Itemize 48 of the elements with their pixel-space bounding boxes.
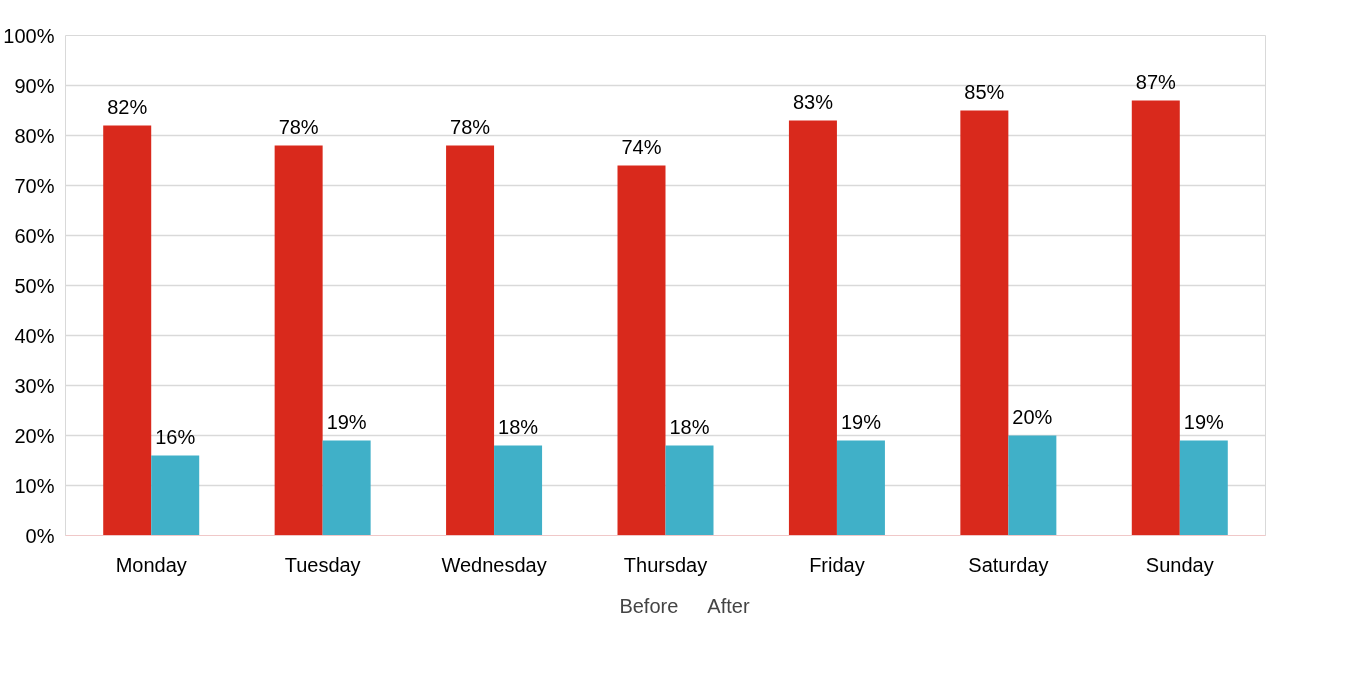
y-tick-label: 50% xyxy=(14,274,55,297)
data-label: 20% xyxy=(1012,405,1053,428)
data-label: 78% xyxy=(450,115,491,138)
y-tick-label: 70% xyxy=(14,174,55,197)
bar xyxy=(151,455,200,536)
x-tick-label: Tuesday xyxy=(284,553,361,576)
data-label: 74% xyxy=(621,135,662,158)
bar xyxy=(1179,440,1228,536)
data-label: 87% xyxy=(1135,70,1177,93)
x-tick-label: Thursday xyxy=(623,553,708,576)
text: Before xyxy=(619,594,679,617)
y-tick-label: 40% xyxy=(14,324,55,347)
data-label: 18% xyxy=(498,415,539,438)
bar xyxy=(788,120,837,536)
x-tick-label: Friday xyxy=(809,553,865,576)
data-label: 18% xyxy=(669,415,710,438)
text: After xyxy=(707,594,750,617)
x-tick-label: Monday xyxy=(115,553,187,576)
y-tick-label: 20% xyxy=(14,424,55,447)
data-label: 78% xyxy=(278,115,319,138)
data-label: 82% xyxy=(107,95,148,118)
data-label: 19% xyxy=(840,410,882,433)
bar xyxy=(617,165,666,536)
bar xyxy=(836,440,885,536)
y-tick-label: 90% xyxy=(14,74,55,97)
y-tick-label: 10% xyxy=(14,474,55,497)
bar xyxy=(1131,100,1180,536)
y-tick-label: 0% xyxy=(25,524,55,547)
y-tick-label: 80% xyxy=(14,124,55,147)
data-label: 19% xyxy=(1183,410,1225,433)
data-label: 19% xyxy=(326,410,367,433)
bar xyxy=(322,440,371,536)
bar xyxy=(103,125,152,536)
x-tick-label: Wednesday xyxy=(441,553,547,576)
bar xyxy=(1008,435,1057,536)
data-label: 16% xyxy=(155,425,196,448)
bar xyxy=(446,145,495,536)
y-tick-label: 30% xyxy=(14,374,55,397)
x-tick-label: Sunday xyxy=(1145,553,1214,576)
bar xyxy=(960,110,1009,536)
data-label: 83% xyxy=(792,90,834,113)
bar xyxy=(665,445,714,536)
x-tick-label: Saturday xyxy=(968,553,1049,576)
y-tick-label: 60% xyxy=(14,224,55,247)
bar xyxy=(494,445,543,536)
y-tick-label: 100% xyxy=(3,24,55,47)
bar xyxy=(274,145,323,536)
data-label: 85% xyxy=(964,80,1005,103)
